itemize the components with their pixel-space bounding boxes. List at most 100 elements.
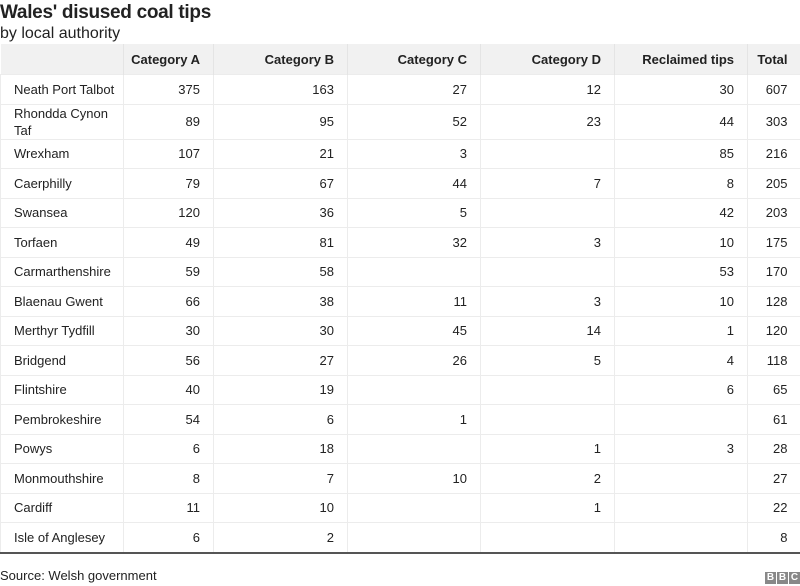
table-cell: 10 [213, 492, 348, 523]
table-cell [614, 463, 748, 493]
table-cell: 30 [123, 315, 214, 346]
table-cell: 54 [123, 404, 214, 434]
table-cell: 23 [480, 103, 615, 139]
table-cell: 44 [347, 168, 481, 198]
data-table: Category A Category B Category C Category D… [0, 44, 800, 554]
row-label: Powys [0, 433, 124, 464]
table-cell: 607 [747, 74, 800, 104]
table-cell: 52 [347, 103, 481, 139]
row-label: Pembrokeshire [0, 404, 124, 434]
row-label: Merthyr Tydfill [0, 315, 124, 346]
table-row: Rhondda Cynon Taf 89 95 52 23 44 303 [0, 103, 800, 139]
table-cell: 40 [123, 374, 214, 405]
table-cell: 120 [123, 197, 214, 228]
row-label: Flintshire [0, 374, 124, 405]
row-label: Swansea [0, 197, 124, 228]
table-cell: 1 [480, 433, 615, 464]
table-cell: 12 [480, 74, 615, 104]
row-label: Bridgend [0, 345, 124, 375]
table-row: Wrexham 107 21 3 85 216 [0, 138, 800, 169]
table-cell [347, 522, 481, 554]
column-header: Category B [213, 44, 348, 75]
chart-subtitle: by local authority [0, 25, 121, 42]
table-cell: 6 [123, 433, 214, 464]
table-cell [347, 433, 481, 464]
table-cell: 8 [614, 168, 748, 198]
table-cell: 3 [347, 138, 481, 169]
table-header-row: Category A Category B Category C Category D… [0, 44, 800, 75]
table-cell [480, 374, 615, 405]
table-cell: 10 [614, 227, 748, 257]
table-cell: 18 [213, 433, 348, 464]
table-row: Flintshire 40 19 6 65 [0, 374, 800, 405]
table-row: Swansea 120 36 5 42 203 [0, 197, 800, 228]
row-label: Cardiff [0, 492, 124, 523]
table-cell: 38 [213, 286, 348, 316]
table-cell: 95 [213, 103, 348, 139]
table-cell: 163 [213, 74, 348, 104]
column-header: Reclaimed tips [614, 44, 748, 75]
table-cell: 7 [480, 168, 615, 198]
table-cell [347, 492, 481, 523]
column-header [0, 44, 124, 75]
table-cell [614, 492, 748, 523]
table-cell: 4 [614, 345, 748, 375]
table-cell [614, 522, 748, 554]
table-cell: 14 [480, 315, 615, 346]
table-cell: 303 [747, 103, 800, 139]
row-label: Caerphilly [0, 168, 124, 198]
table-cell: 89 [123, 103, 214, 139]
table-cell: 30 [614, 74, 748, 104]
table-cell: 216 [747, 138, 800, 169]
table-cell: 42 [614, 197, 748, 228]
table-cell: 81 [213, 227, 348, 257]
table-cell: 8 [747, 522, 800, 554]
table-row: Monmouthshire 8 7 10 2 27 [0, 463, 800, 493]
table-cell: 21 [213, 138, 348, 169]
row-label: Torfaen [0, 227, 124, 257]
table-cell: 45 [347, 315, 481, 346]
row-label: Wrexham [0, 138, 124, 169]
table-cell: 27 [213, 345, 348, 375]
table-cell: 61 [747, 404, 800, 434]
table-cell: 56 [123, 345, 214, 375]
table-row: Cardiff 11 10 1 22 [0, 492, 800, 523]
table-cell [480, 197, 615, 228]
row-label: Blaenau Gwent [0, 286, 124, 316]
table-cell [480, 404, 615, 434]
table-cell [347, 374, 481, 405]
table-cell: 120 [747, 315, 800, 346]
table-row: Neath Port Talbot 375 163 27 12 30 607 [0, 74, 800, 104]
table-cell: 203 [747, 197, 800, 228]
table-cell: 5 [480, 345, 615, 375]
table-cell: 6 [213, 404, 348, 434]
table-cell: 5 [347, 197, 481, 228]
column-header: Category D [480, 44, 615, 75]
table-cell: 118 [747, 345, 800, 375]
row-label: Monmouthshire [0, 463, 124, 493]
table-cell: 1 [614, 315, 748, 346]
table-cell [480, 522, 615, 554]
table-row: Torfaen 49 81 32 3 10 175 [0, 227, 800, 257]
table-row: Powys 6 18 1 3 28 [0, 433, 800, 464]
table-cell: 67 [213, 168, 348, 198]
table-cell: 175 [747, 227, 800, 257]
table-cell: 11 [123, 492, 214, 523]
table-cell [347, 256, 481, 287]
table-cell: 66 [123, 286, 214, 316]
table-cell: 59 [123, 256, 214, 287]
table-cell: 128 [747, 286, 800, 316]
table-cell: 1 [347, 404, 481, 434]
table-cell: 27 [747, 463, 800, 493]
table-cell: 32 [347, 227, 481, 257]
table-cell: 79 [123, 168, 214, 198]
table-cell: 205 [747, 168, 800, 198]
table-cell: 8 [123, 463, 214, 493]
table-cell: 36 [213, 197, 348, 228]
table-cell: 22 [747, 492, 800, 523]
table-cell: 26 [347, 345, 481, 375]
table-cell: 28 [747, 433, 800, 464]
table-cell: 3 [480, 286, 615, 316]
table-cell: 85 [614, 138, 748, 169]
